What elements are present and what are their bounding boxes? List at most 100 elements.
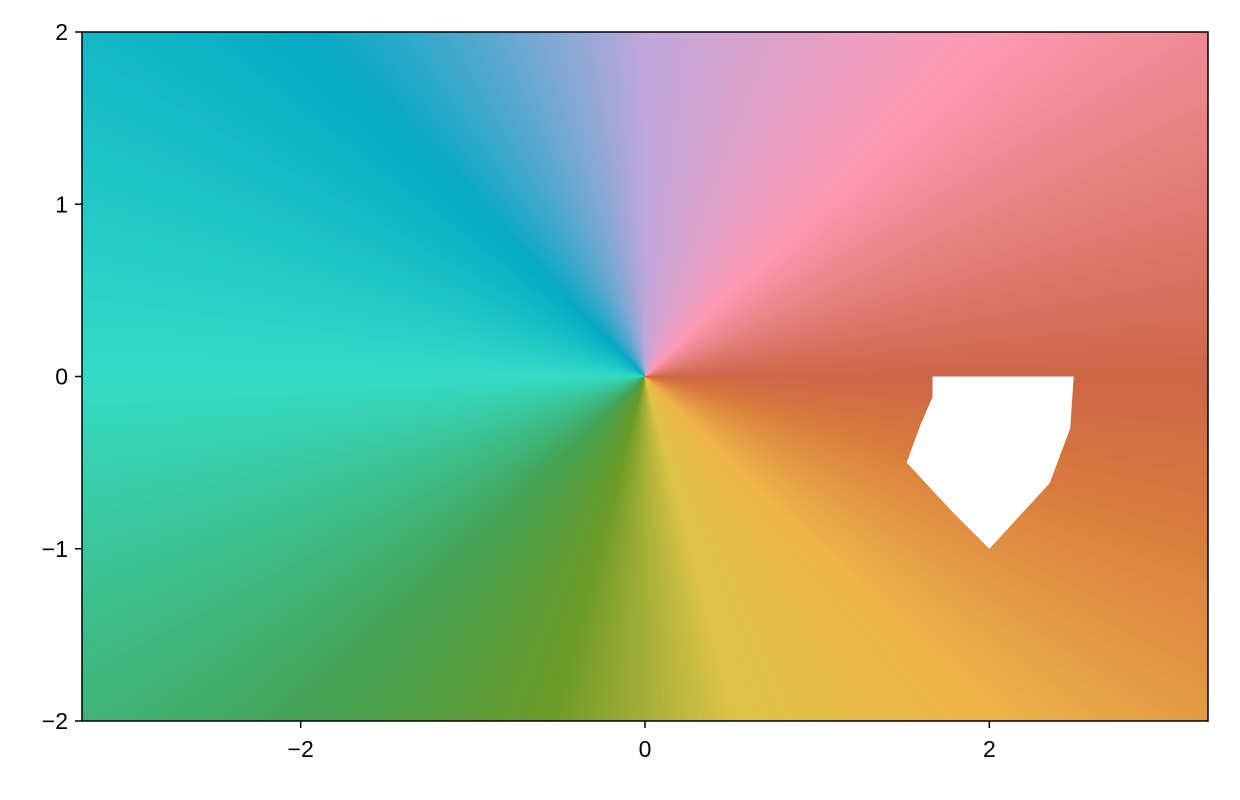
phase-wedge bbox=[644, 32, 792, 377]
phase-wedge bbox=[82, 76, 646, 377]
phase-wedge bbox=[453, 376, 646, 721]
phase-wedge bbox=[577, 376, 646, 721]
phase-wedge bbox=[644, 376, 654, 721]
phase-wedge bbox=[133, 376, 646, 721]
phase-wedge bbox=[312, 376, 646, 721]
phase-wedge bbox=[152, 376, 646, 721]
phase-wedge bbox=[644, 32, 676, 377]
phase-wedge bbox=[82, 125, 646, 377]
y-tick-label: 2 bbox=[55, 19, 68, 45]
phase-wedge bbox=[644, 32, 799, 377]
phase-wedge bbox=[644, 32, 664, 377]
phase-wedge bbox=[644, 32, 905, 377]
phase-wedge bbox=[644, 32, 719, 377]
phase-wedge bbox=[82, 376, 646, 721]
phase-wedge bbox=[82, 51, 646, 377]
phase-wedge bbox=[644, 376, 1208, 677]
phase-wedge bbox=[82, 336, 646, 377]
x-tick-label: 0 bbox=[639, 736, 652, 762]
phase-wedge bbox=[82, 297, 646, 377]
phase-wedge bbox=[552, 376, 646, 721]
phase-wedge bbox=[82, 277, 646, 377]
phase-wedge bbox=[644, 32, 1042, 377]
phase-wedge bbox=[82, 32, 646, 377]
phase-wedge bbox=[644, 32, 1208, 377]
phase-wedge bbox=[644, 32, 1120, 377]
phase-wedge bbox=[644, 376, 1208, 716]
phase-wedge bbox=[644, 32, 1028, 377]
phase-wedge bbox=[644, 32, 785, 377]
phase-wedge bbox=[275, 376, 646, 721]
phase-wedge bbox=[626, 376, 646, 721]
phase-wedge bbox=[644, 32, 1157, 377]
phase-wedge bbox=[644, 32, 956, 377]
phase-wedge bbox=[82, 37, 646, 377]
phase-wedge bbox=[644, 32, 694, 377]
phase-wedge bbox=[644, 363, 1208, 377]
phase-wedge bbox=[82, 376, 646, 390]
phase-wedge bbox=[93, 376, 646, 721]
phase-wedge bbox=[644, 32, 945, 377]
y-tick-label: −1 bbox=[42, 536, 68, 562]
phase-wedge bbox=[571, 376, 646, 721]
phase-wedge bbox=[546, 376, 646, 721]
phase-wedge bbox=[620, 376, 646, 721]
y-axis: −2 −1 0 1 2 bbox=[42, 19, 82, 734]
phase-wedge bbox=[82, 182, 646, 377]
phase-wedge bbox=[219, 376, 646, 721]
phase-wedge bbox=[505, 376, 646, 721]
phase-wedge bbox=[375, 376, 646, 721]
phase-wedge bbox=[644, 32, 978, 377]
masked-region-shape bbox=[906, 376, 1074, 549]
phase-wedge bbox=[170, 376, 646, 721]
phase-wedge bbox=[644, 376, 1208, 702]
masked-region bbox=[906, 376, 1074, 549]
phase-wedge bbox=[644, 376, 1208, 689]
phase-wedge bbox=[644, 32, 725, 377]
phase-wedge bbox=[644, 32, 670, 377]
phase-wedge bbox=[82, 148, 646, 377]
phase-wedge bbox=[82, 160, 646, 377]
x-tick-label: −2 bbox=[288, 736, 314, 762]
phase-wedge bbox=[584, 376, 646, 721]
phase-wedge bbox=[82, 246, 646, 377]
phase-wedge bbox=[82, 171, 646, 377]
phase-wedge bbox=[300, 376, 646, 721]
phase-wedge bbox=[82, 256, 646, 377]
phase-wedge bbox=[323, 376, 646, 721]
y-tick-label: 1 bbox=[55, 191, 68, 217]
y-tick-label: −2 bbox=[42, 708, 68, 734]
phase-wedge bbox=[461, 376, 646, 721]
phase-wedge bbox=[644, 376, 1208, 616]
phase-wedge bbox=[512, 376, 646, 721]
phase-wedge bbox=[385, 376, 646, 721]
phase-wedge bbox=[614, 376, 646, 721]
phase-wedge bbox=[644, 32, 744, 377]
phase-wedge bbox=[644, 32, 837, 377]
phase-wedge bbox=[644, 32, 814, 377]
phase-wedge bbox=[82, 346, 646, 377]
phase-wedge bbox=[644, 32, 935, 377]
phase-wedge bbox=[596, 376, 646, 721]
phase-wedge bbox=[498, 376, 646, 721]
x-axis: −2 0 2 bbox=[288, 721, 996, 762]
phase-wedge bbox=[644, 32, 758, 377]
phase-wedge bbox=[644, 32, 706, 377]
phase-wedge bbox=[644, 32, 688, 377]
phase-wedge bbox=[644, 32, 853, 377]
phase-wedge bbox=[82, 64, 646, 377]
phase-wedge bbox=[203, 376, 646, 721]
phase-wedge bbox=[636, 32, 646, 377]
phase-wedge bbox=[421, 376, 646, 721]
phase-wedge bbox=[82, 307, 646, 377]
phase-wedge bbox=[82, 327, 646, 377]
phase-wedge bbox=[429, 376, 646, 721]
phase-wedge bbox=[602, 376, 646, 721]
phase-wedge bbox=[644, 32, 1138, 377]
phase-wedge bbox=[82, 204, 646, 377]
phase-wedge bbox=[82, 287, 646, 377]
phase-wedge bbox=[644, 32, 1056, 377]
phase-wedge bbox=[82, 193, 646, 377]
